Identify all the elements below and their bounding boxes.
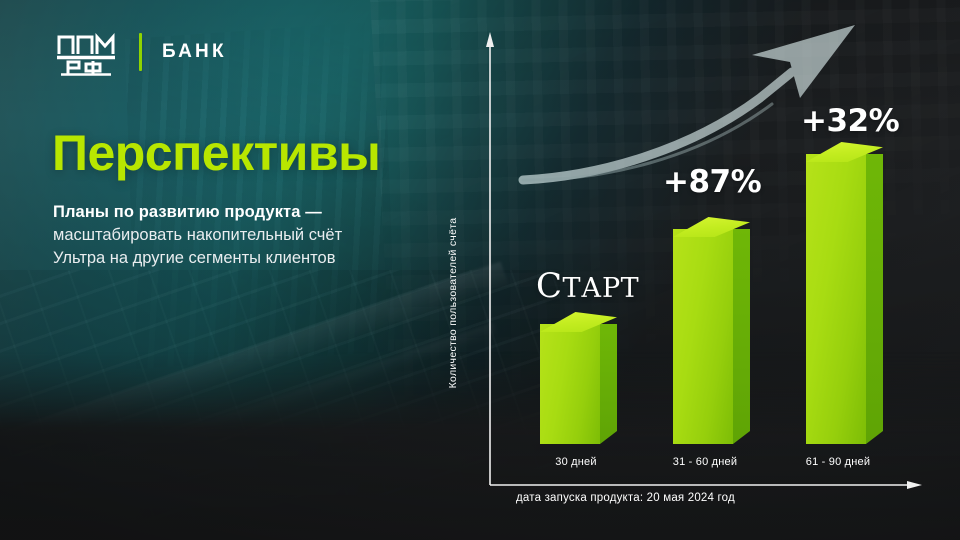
bar-1-label: 30 дней [555,456,597,468]
subtitle-line-1: масштабировать накопительный счёт [53,226,343,244]
y-axis-arrowhead [486,32,494,47]
x-axis-caption: дата запуска продукта: 20 мая 2024 год [516,492,735,504]
dom-rf-logo-icon [57,33,115,76]
bar-2-front-face [673,229,733,444]
annotation-start: СТАРТ [536,266,639,306]
bar-2-side-face [733,229,750,444]
bar-2[interactable] [667,217,755,448]
bar-3-side-face [866,154,883,444]
bar-1-side-face [600,324,617,444]
annotation-start-capital: С [536,266,563,306]
y-axis-title-text: Количество пользователей счёта [447,217,459,389]
brand-logo[interactable]: БАНК [55,27,227,77]
bar-3-front-face [806,154,866,444]
logo-divider [139,33,142,71]
bar-1[interactable] [534,312,622,448]
subtitle-line-2: Ультра на другие сегменты клиентов [53,249,336,267]
subtitle-strong: Планы по развитию продукта — [53,203,322,221]
x-axis-arrowhead [907,481,922,489]
y-axis-title: Количество пользователей счёта [447,0,459,389]
annotation-start-rest: ТАРТ [562,273,640,304]
background-dark-panel [0,352,960,540]
page-title: Перспективы [52,125,381,181]
growth-arrow-icon [518,25,855,185]
bar-1-front-face [540,324,600,444]
annotation-growth-2: +87% [663,164,762,200]
annotation-growth-3: +32% [801,103,900,139]
brand-name: БАНК [162,41,227,62]
bar-3[interactable] [800,142,888,448]
bar-3-label: 61 - 90 дней [805,456,871,468]
bar-2-label: 31 - 60 дней [672,456,738,468]
